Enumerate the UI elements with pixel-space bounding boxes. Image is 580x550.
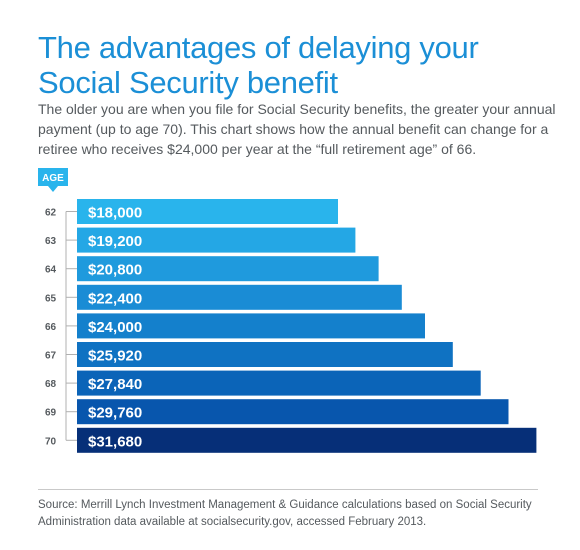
chart-subtitle: The older you are when you file for Soci… [38, 101, 556, 157]
bar [77, 370, 481, 396]
age-tick-label: 64 [45, 265, 57, 276]
source-note: Source: Merrill Lynch Investment Managem… [38, 499, 532, 528]
bar [77, 256, 379, 282]
bar-value-label: $19,200 [88, 233, 142, 250]
bar [77, 427, 537, 453]
bar-value-label: $29,760 [88, 405, 142, 422]
age-tick-label: 69 [45, 408, 57, 419]
bar [77, 313, 425, 339]
age-axis-label: AGE [42, 173, 64, 184]
age-tick-label: 63 [45, 236, 57, 247]
bar-value-label: $20,800 [88, 262, 142, 279]
age-tick-label: 67 [45, 351, 57, 362]
bar [77, 227, 356, 253]
age-tick-label: 62 [45, 208, 57, 219]
bar [77, 284, 402, 310]
bar-value-label: $31,680 [88, 433, 142, 450]
bar-value-label: $24,000 [88, 319, 142, 336]
bar [77, 199, 338, 224]
age-tick-label: 66 [45, 322, 57, 333]
divider [38, 489, 538, 490]
bar-value-label: $25,920 [88, 348, 142, 365]
bar-value-label: $18,000 [88, 205, 142, 222]
age-tick-label: 68 [45, 379, 57, 390]
bar-chart: AGE 62 $18,000 63 $19,200 64 $20,800 65 $22,400 6… [38, 168, 537, 453]
age-badge [38, 168, 68, 192]
bar [77, 399, 509, 425]
bar-value-label: $27,840 [88, 376, 142, 393]
chart-title: The advantages of delaying your Social S… [38, 30, 479, 100]
age-tick-label: 70 [45, 436, 57, 447]
bar [77, 342, 453, 367]
bar-value-label: $22,400 [88, 290, 142, 307]
age-tick-label: 65 [45, 293, 57, 304]
